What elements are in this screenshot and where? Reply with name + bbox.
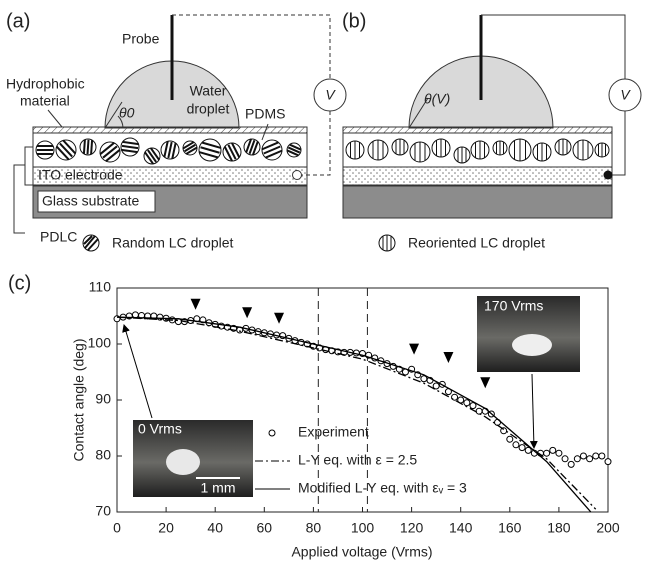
x-tick-label: 60	[257, 520, 273, 536]
x-tick-label: 180	[547, 520, 571, 536]
data-point	[574, 456, 580, 462]
hydrophobic-layer	[343, 127, 612, 133]
bracket	[14, 147, 33, 233]
y-tick-label: 110	[89, 279, 112, 295]
label: Probe	[122, 31, 160, 47]
data-point	[476, 408, 482, 414]
inset-label: 1 mm	[201, 480, 236, 496]
data-point	[464, 400, 470, 406]
lc-stripe	[91, 140, 92, 154]
y-tick-label: 100	[88, 335, 112, 351]
legend-symbol	[269, 430, 275, 436]
panel-label: (c)	[8, 272, 31, 294]
data-point	[605, 459, 611, 465]
legend-icon	[379, 235, 395, 251]
data-point	[544, 450, 550, 456]
inset-drop	[166, 449, 200, 475]
data-point	[519, 445, 525, 451]
data-point	[599, 453, 605, 459]
y-axis-label: Contact angle (deg)	[71, 339, 87, 462]
legend-label: Random LC droplet	[112, 235, 234, 251]
data-point	[580, 453, 586, 459]
y-tick-label: 80	[95, 447, 111, 463]
pointer	[532, 374, 534, 448]
data-point	[550, 447, 556, 453]
data-point	[562, 456, 568, 462]
contact	[293, 171, 302, 180]
x-axis-label: Applied voltage (Vrms)	[291, 544, 432, 560]
data-point	[507, 436, 513, 442]
panel-label: (a)	[6, 10, 30, 32]
arrowhead	[242, 307, 252, 318]
arrowhead	[409, 344, 419, 355]
label: material	[20, 93, 70, 109]
lc-stripe	[84, 140, 85, 154]
label: θ0	[119, 105, 135, 121]
legend-label: Reoriented LC droplet	[408, 235, 545, 251]
figure: (a) V Probe Water droplet Hydrophobic ma…	[0, 0, 646, 567]
legend-label: L-Y eq. with ε = 2.5	[298, 452, 417, 468]
x-tick-label: 100	[351, 520, 375, 536]
x-tick-label: 200	[596, 520, 620, 536]
label: θ(V)	[424, 91, 450, 107]
lc-stripe	[87, 140, 88, 154]
y-tick-label: 90	[95, 391, 111, 407]
label: PDLC	[40, 229, 77, 245]
label: Glass substrate	[42, 193, 139, 209]
contact	[604, 171, 613, 180]
glass-layer	[343, 186, 612, 218]
label: ITO electrode	[38, 167, 123, 183]
inset-label: 170 Vrms	[484, 298, 543, 314]
x-tick-label: 0	[113, 520, 121, 536]
x-tick-label: 20	[158, 520, 174, 536]
panel-a: (a) V Probe Water droplet Hydrophobic ma…	[6, 10, 346, 251]
legend-label: Modified L-Y eq. with εᵥ = 3	[298, 480, 467, 496]
data-point	[568, 461, 574, 467]
panel-b: (b) V θ(V) Reoriented LC droplet	[342, 10, 641, 251]
x-tick-label: 160	[498, 520, 522, 536]
data-point	[513, 442, 519, 448]
label: Hydrophobic	[6, 76, 85, 92]
ito-layer	[343, 167, 612, 185]
y-tick-label: 70	[95, 503, 111, 519]
label: Water	[190, 83, 227, 99]
panel-label: (b)	[342, 10, 366, 32]
label: PDMS	[245, 106, 285, 122]
data-point	[593, 453, 599, 459]
data-point	[556, 450, 562, 456]
panel-c: (c) Applied voltage (Vrms) Contact angle…	[8, 272, 620, 559]
legend-icon	[83, 235, 99, 251]
legend-label: Experiment	[298, 424, 369, 440]
arrowhead	[191, 299, 201, 310]
pointer	[124, 325, 152, 418]
inset-label: 0 Vrms	[138, 421, 182, 437]
x-tick-label: 80	[306, 520, 322, 536]
data-point	[587, 456, 593, 462]
inset-drop	[512, 334, 552, 356]
arrowhead	[480, 377, 490, 388]
label: droplet	[187, 101, 230, 117]
arrowhead	[443, 352, 453, 363]
x-tick-label: 120	[400, 520, 424, 536]
x-tick-label: 140	[449, 520, 473, 536]
arrowhead	[274, 313, 284, 324]
leader	[48, 110, 62, 127]
x-tick-label: 40	[207, 520, 223, 536]
